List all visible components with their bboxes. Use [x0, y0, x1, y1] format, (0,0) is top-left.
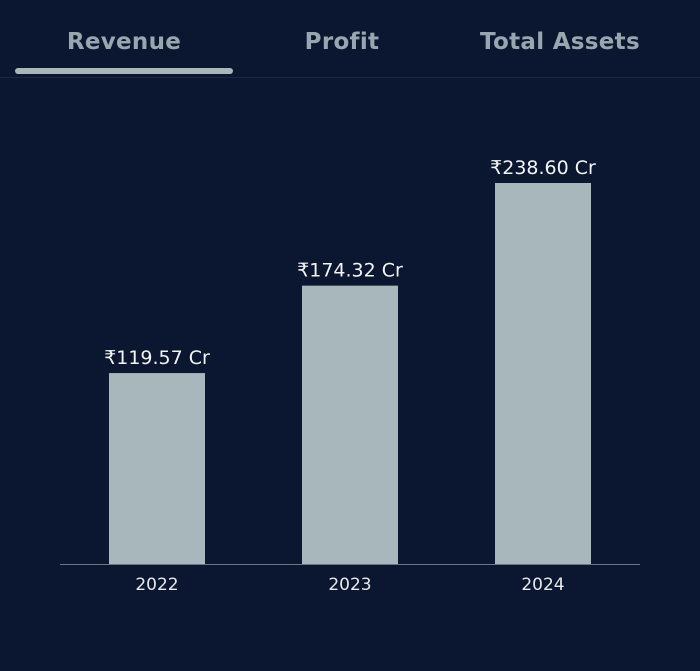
bar-2024[interactable] [495, 183, 591, 564]
tab-total-assets[interactable]: Total Assets [480, 29, 640, 55]
bar-2023[interactable] [302, 285, 398, 564]
x-tick-label-2024: 2024 [521, 575, 564, 595]
revenue-bar-chart: ₹119.57 Cr 2022 ₹174.32 Cr 2023 ₹238.60 Cr 20… [60, 157, 640, 595]
bar-value-label-2024: ₹238.60 Cr [490, 157, 596, 179]
bar-value-label-2022: ₹119.57 Cr [104, 347, 210, 369]
tab-profit[interactable]: Profit [304, 29, 380, 55]
x-tick-label-2022: 2022 [135, 575, 178, 595]
tab-bar: Revenue Profit Total Assets [0, 0, 700, 78]
active-tab-indicator [15, 68, 233, 74]
bar-2022[interactable] [109, 373, 205, 564]
x-tick-label-2023: 2023 [328, 575, 371, 595]
tab-revenue[interactable]: Revenue [66, 29, 182, 55]
bar-value-label-2023: ₹174.32 Cr [297, 260, 403, 282]
